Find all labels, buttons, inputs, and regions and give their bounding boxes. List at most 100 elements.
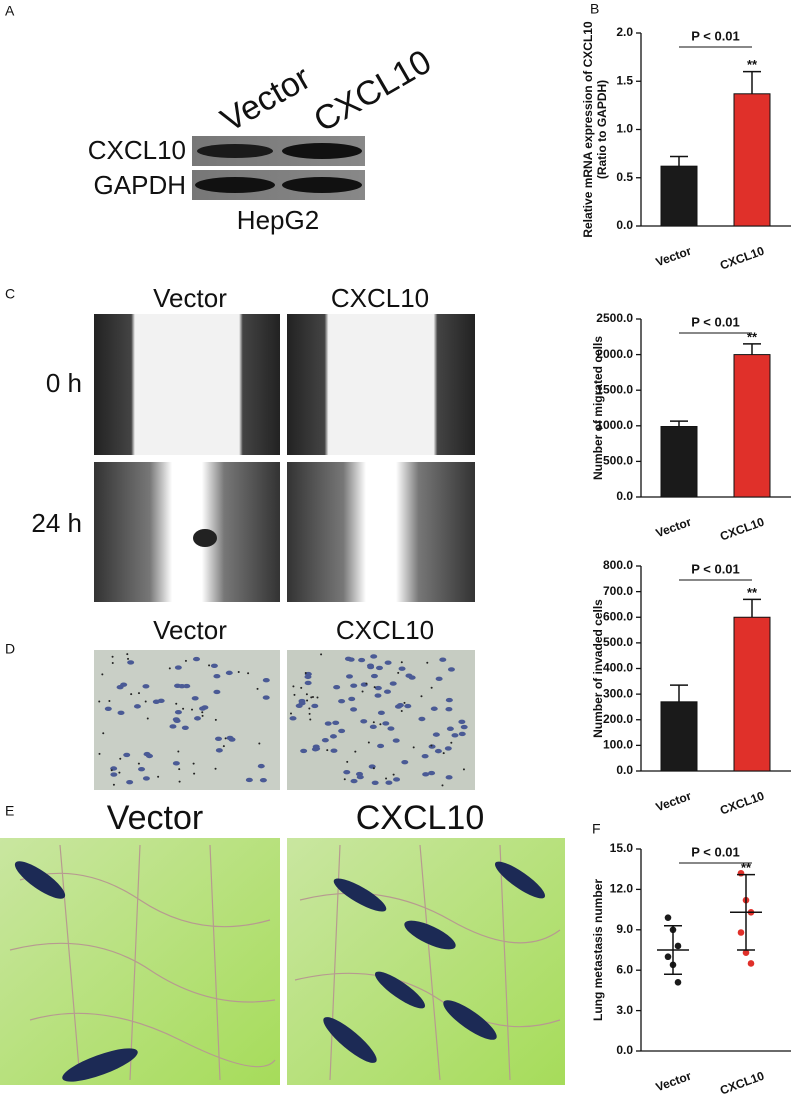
pore (101, 673, 104, 676)
cell (191, 696, 199, 701)
cell (439, 657, 447, 662)
pore (108, 699, 111, 702)
pore (111, 662, 114, 665)
pore (224, 737, 227, 740)
cell (458, 731, 466, 737)
y-tick-label: 15.0 (610, 841, 634, 855)
column-label: CXCL10 (331, 283, 429, 313)
bar (660, 426, 698, 498)
cell (445, 775, 453, 780)
x-tick-label: Vector (654, 515, 694, 541)
bar (733, 93, 771, 227)
cell (329, 734, 337, 739)
pore (346, 760, 349, 763)
pore (237, 671, 240, 674)
row-label: CXCL10 (88, 135, 186, 165)
cell (338, 698, 346, 704)
cell (445, 697, 453, 703)
cell (174, 665, 182, 670)
bar (733, 354, 771, 498)
cell (408, 675, 416, 680)
y-axis-label: Relative mRNA expression of CXCL10 (581, 21, 595, 238)
pore (144, 700, 147, 703)
x-tick-label: Vector (654, 789, 694, 815)
pore (208, 664, 211, 667)
cell (262, 678, 270, 683)
p-value: P < 0.01 (691, 28, 740, 43)
cell (374, 685, 382, 691)
pore (397, 671, 400, 674)
pore (462, 768, 465, 771)
cell (172, 761, 180, 766)
pore (309, 718, 312, 721)
pore (290, 712, 293, 715)
debris (193, 529, 217, 547)
pore (146, 717, 149, 720)
pore (201, 711, 204, 714)
x-tick-label: CXCL10 (718, 789, 766, 818)
cell (387, 726, 395, 731)
cell (396, 702, 404, 708)
band (197, 144, 273, 158)
y-axis-label: Lung metastasis number (591, 879, 605, 1021)
pore (430, 686, 433, 689)
column-label: Vector (107, 799, 203, 837)
cell (447, 667, 455, 672)
pore (308, 712, 311, 715)
pore (385, 777, 388, 780)
cell (382, 721, 390, 726)
cell (370, 673, 378, 679)
cell (181, 725, 189, 730)
y-tick-label: 2500.0 (596, 311, 633, 325)
cell (445, 707, 453, 712)
cell (418, 716, 426, 722)
cell (348, 696, 356, 702)
y-axis-label: (Ratio to GAPDH) (595, 80, 609, 179)
pore (168, 667, 171, 670)
cell (377, 743, 385, 749)
cell (432, 732, 440, 737)
cell (312, 744, 320, 749)
cell (174, 710, 182, 715)
cell (172, 717, 180, 722)
cell (225, 670, 233, 676)
cell (194, 716, 202, 721)
significance: ** (747, 329, 758, 344)
cell (210, 663, 218, 669)
pore (343, 778, 346, 781)
cell (377, 710, 385, 716)
cell (304, 680, 312, 686)
bar (733, 616, 771, 772)
y-tick-label: 0.0 (616, 763, 633, 777)
cell (358, 657, 366, 663)
cell (143, 751, 151, 757)
cell (213, 689, 221, 695)
cell (289, 716, 297, 721)
pore (354, 750, 357, 753)
bar (660, 165, 698, 227)
cell (298, 698, 306, 704)
cell (262, 695, 270, 700)
cell (152, 699, 160, 704)
pore (201, 714, 204, 717)
cell (428, 770, 436, 776)
pore (112, 783, 115, 786)
y-tick-label: 2000.0 (596, 347, 633, 361)
cell (371, 780, 379, 785)
pore (316, 696, 319, 699)
y-tick-label: 9.0 (616, 922, 633, 936)
scratch-image (94, 462, 280, 602)
pore (403, 701, 406, 704)
y-tick-label: 0.0 (616, 1043, 633, 1057)
pore (175, 702, 178, 705)
cell (214, 736, 222, 742)
pore (372, 767, 375, 770)
column-label: CXCL10 (356, 799, 485, 837)
cell (332, 720, 340, 726)
pore (426, 661, 429, 664)
pore (127, 657, 130, 660)
pore (430, 744, 433, 747)
cell (367, 664, 375, 670)
y-tick-label: 200.0 (603, 712, 633, 726)
